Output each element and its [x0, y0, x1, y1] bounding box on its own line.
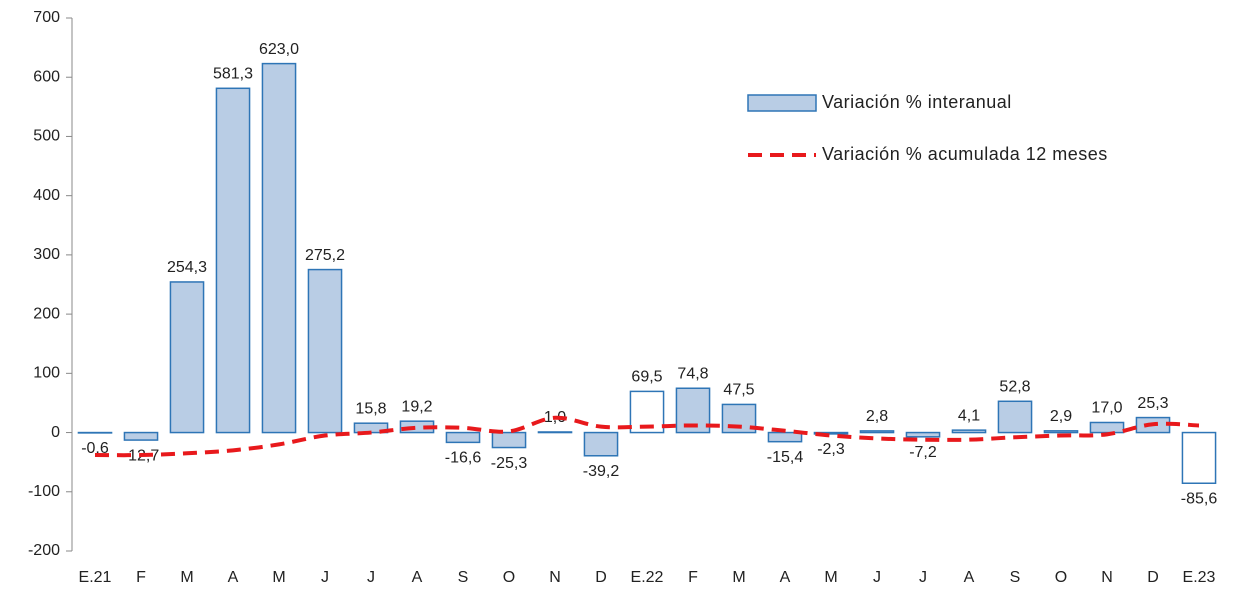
x-tick-label: M: [272, 569, 285, 586]
data-label: -0,6: [81, 440, 109, 457]
x-tick-label: S: [1010, 569, 1021, 586]
x-tick-label: A: [228, 569, 239, 586]
data-label: -16,6: [445, 450, 482, 467]
data-label: 4,1: [958, 407, 980, 424]
y-tick-label: 400: [33, 187, 60, 204]
y-tick-label: 0: [51, 424, 60, 441]
data-label: -39,2: [583, 463, 620, 480]
x-tick-label: J: [919, 569, 927, 586]
data-label: 581,3: [213, 66, 253, 83]
legend-swatch: [747, 94, 817, 112]
x-tick-label: N: [1101, 569, 1113, 586]
bar: [859, 430, 895, 434]
y-tick-label: -100: [28, 483, 60, 500]
bar: [491, 431, 527, 449]
bar: [215, 87, 251, 434]
x-tick-label: M: [824, 569, 837, 586]
data-label: 2,9: [1050, 408, 1072, 425]
bar: [445, 431, 481, 444]
x-tick-label: M: [180, 569, 193, 586]
line: [94, 415, 1200, 458]
x-tick-label: D: [1147, 569, 1159, 586]
x-tick-label: J: [367, 569, 375, 586]
bar: [905, 431, 941, 438]
bar: [583, 431, 619, 457]
bar: [813, 431, 849, 435]
data-label: 254,3: [167, 259, 207, 276]
data-label: 623,0: [259, 41, 299, 58]
x-tick-label: A: [964, 569, 975, 586]
x-tick-label: A: [780, 569, 791, 586]
bar: [629, 390, 665, 434]
y-tick-label: 100: [33, 365, 60, 382]
bar: [261, 62, 297, 434]
legend-label: Variación % interanual: [822, 92, 1012, 112]
x-tick-label: F: [688, 569, 698, 586]
data-label: -7,2: [909, 444, 937, 461]
data-label: 52,8: [999, 379, 1030, 396]
bar: [1089, 421, 1125, 434]
x-tick-label: O: [1055, 569, 1067, 586]
bar: [169, 281, 205, 434]
x-tick-label: D: [595, 569, 607, 586]
x-tick-label: F: [136, 569, 146, 586]
y-tick-label: 500: [33, 128, 60, 145]
y-tick-label: 600: [33, 68, 60, 85]
bar: [1043, 430, 1079, 434]
y-tick-label: 700: [33, 9, 60, 26]
data-label: 19,2: [401, 398, 432, 415]
bar: [123, 431, 159, 441]
x-tick-label: M: [732, 569, 745, 586]
data-label: 15,8: [355, 400, 386, 417]
legend-label: Variación % acumulada 12 meses: [822, 144, 1108, 164]
bar: [997, 400, 1033, 434]
data-label: 47,5: [723, 382, 754, 399]
x-tick-label: E.23: [1183, 569, 1216, 586]
y-tick-label: -200: [28, 542, 60, 559]
y-tick-label: 200: [33, 305, 60, 322]
data-label: 275,2: [305, 247, 345, 264]
data-label: 69,5: [631, 369, 662, 386]
data-label: 25,3: [1137, 395, 1168, 412]
x-tick-label: J: [873, 569, 881, 586]
bar: [951, 429, 987, 434]
data-label: 17,0: [1091, 400, 1122, 417]
y-tick-label: 300: [33, 246, 60, 263]
x-tick-label: O: [503, 569, 515, 586]
x-tick-label: S: [458, 569, 469, 586]
data-label: 74,8: [677, 365, 708, 382]
bar: [307, 268, 343, 434]
data-label: -2,3: [817, 441, 845, 458]
data-label: -15,4: [767, 449, 804, 466]
x-tick-label: E.22: [631, 569, 664, 586]
x-tick-label: A: [412, 569, 423, 586]
x-tick-label: J: [321, 569, 329, 586]
x-tick-label: N: [549, 569, 561, 586]
bar: [1181, 431, 1217, 484]
data-label: -85,6: [1181, 490, 1218, 507]
data-label: 2,8: [866, 408, 888, 425]
legend: Variación % interanual Variación % acumul…: [747, 92, 1108, 164]
data-label: -25,3: [491, 455, 528, 472]
bar: [537, 431, 573, 434]
x-tick-label: E.21: [79, 569, 112, 586]
